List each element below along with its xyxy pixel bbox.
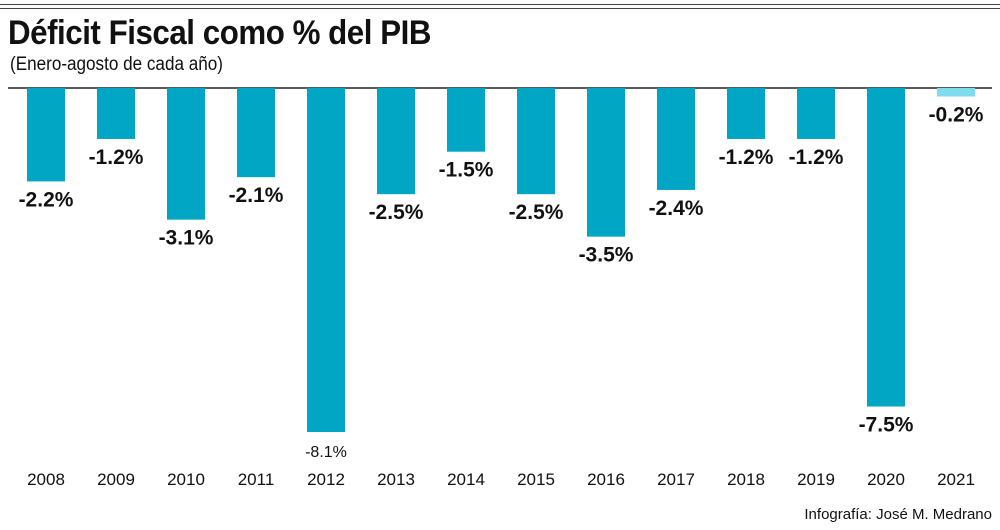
x-tick-label-2009: 2009 bbox=[97, 470, 135, 489]
value-label-2018: -1.2% bbox=[719, 146, 774, 169]
value-label-2021: -0.2% bbox=[929, 103, 984, 126]
bar-2019 bbox=[797, 88, 835, 139]
x-tick-label-2013: 2013 bbox=[377, 470, 415, 489]
value-label-2017: -2.4% bbox=[649, 197, 704, 220]
x-tick-label-2011: 2011 bbox=[238, 470, 275, 489]
bar-2020 bbox=[867, 88, 905, 407]
value-label-2013: -2.5% bbox=[369, 201, 424, 224]
value-label-2008: -2.2% bbox=[19, 188, 74, 211]
bar-2018 bbox=[727, 88, 765, 139]
x-tick-label-2020: 2020 bbox=[867, 470, 905, 489]
x-tick-label-2019: 2019 bbox=[797, 470, 835, 489]
bar-2014 bbox=[447, 88, 485, 152]
bar-2008 bbox=[27, 88, 65, 182]
x-tick-label-2017: 2017 bbox=[657, 470, 695, 489]
bar-2013 bbox=[377, 88, 415, 195]
value-label-2019: -1.2% bbox=[789, 146, 844, 169]
credit-text: Infografía: José M. Medrano bbox=[804, 506, 992, 523]
x-tick-label-2015: 2015 bbox=[517, 470, 555, 489]
top-rule-2 bbox=[0, 8, 1000, 9]
x-tick-label-2012: 2012 bbox=[307, 470, 345, 489]
value-label-2014: -1.5% bbox=[439, 159, 494, 182]
x-tick-label-2008: 2008 bbox=[27, 470, 65, 489]
top-rule-1 bbox=[0, 4, 1000, 5]
bar-chart: -2.2% 2008 -1.2% 2009 -3.1% 2010 -2.1% 2011 -8.1… bbox=[8, 87, 992, 489]
value-label-2011: -2.1% bbox=[229, 184, 284, 207]
bar-2011 bbox=[237, 88, 275, 178]
bar-2012 bbox=[307, 88, 345, 432]
value-label-2012: -8.1% bbox=[305, 444, 347, 461]
x-tick-label-2021: 2021 bbox=[937, 470, 975, 489]
x-tick-label-2018: 2018 bbox=[727, 470, 765, 489]
value-label-2020: -7.5% bbox=[859, 414, 914, 437]
bar-2021 bbox=[937, 88, 975, 97]
chart-title: Déficit Fiscal como % del PIB bbox=[8, 14, 431, 52]
bar-2017 bbox=[657, 88, 695, 190]
chart-subtitle: (Enero-agosto de cada año) bbox=[10, 54, 223, 75]
x-tick-label-2016: 2016 bbox=[587, 470, 625, 489]
value-label-2009: -1.2% bbox=[89, 146, 144, 169]
value-label-2010: -3.1% bbox=[159, 227, 214, 250]
bar-2016 bbox=[587, 88, 625, 237]
value-label-2015: -2.5% bbox=[509, 201, 564, 224]
x-tick-label-2010: 2010 bbox=[167, 470, 205, 489]
value-label-2016: -3.5% bbox=[579, 244, 634, 267]
x-tick-label-2014: 2014 bbox=[447, 470, 485, 489]
bar-2009 bbox=[97, 88, 135, 139]
bar-2015 bbox=[517, 88, 555, 195]
bar-2010 bbox=[167, 88, 205, 220]
